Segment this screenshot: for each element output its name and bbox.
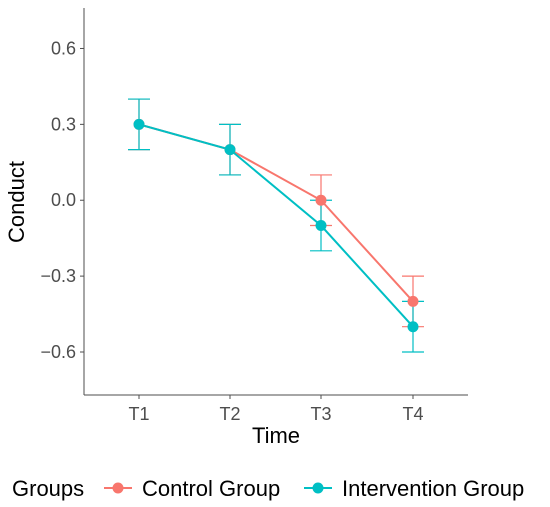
legend-title: Groups xyxy=(12,476,84,501)
y-tick-label: 0.0 xyxy=(51,190,76,210)
legend-marker-intervention xyxy=(312,482,324,494)
y-axis-title: Conduct xyxy=(4,161,29,243)
y-tick-label: −0.6 xyxy=(40,342,76,362)
series-line-intervention xyxy=(138,123,414,328)
x-tick-label: T4 xyxy=(402,404,423,424)
legend-key-intervention xyxy=(304,482,332,494)
y-axis-ticks: −0.6 −0.3 0.0 0.3 0.6 xyxy=(40,38,84,362)
data-point-control xyxy=(315,194,327,206)
x-tick-label: T3 xyxy=(310,404,331,424)
plot-panel xyxy=(83,8,468,396)
x-axis-ticks: T1 T2 T3 T4 xyxy=(128,395,424,424)
legend-key-control xyxy=(104,482,132,494)
legend-marker-control xyxy=(112,482,124,494)
x-tick-label: T2 xyxy=(219,404,240,424)
legend-label-intervention: Intervention Group xyxy=(342,476,524,501)
y-tick-label: −0.3 xyxy=(40,266,76,286)
legend: Groups Control Group Intervention Group xyxy=(12,476,524,501)
data-point-intervention xyxy=(224,144,236,156)
series-points xyxy=(133,118,419,333)
data-point-intervention xyxy=(133,118,145,130)
y-tick-label: 0.6 xyxy=(51,38,76,58)
legend-label-control: Control Group xyxy=(142,476,280,501)
error-bars xyxy=(128,98,424,353)
y-tick-label: 0.3 xyxy=(51,114,76,134)
data-point-intervention xyxy=(407,321,419,333)
x-tick-label: T1 xyxy=(128,404,149,424)
x-axis-title: Time xyxy=(252,423,300,448)
data-point-intervention xyxy=(315,220,327,232)
series-line-control xyxy=(138,123,414,303)
series-lines xyxy=(138,123,414,328)
data-point-control xyxy=(407,295,419,307)
